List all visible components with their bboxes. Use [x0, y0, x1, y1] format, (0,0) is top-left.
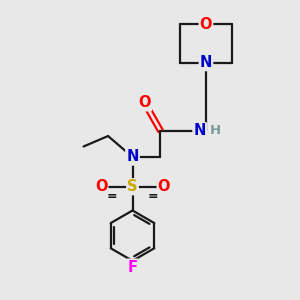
Text: S: S	[127, 179, 138, 194]
Text: O: O	[200, 16, 212, 32]
Text: =: =	[148, 190, 158, 203]
Text: N: N	[200, 55, 212, 70]
Text: =: =	[106, 190, 117, 203]
Text: F: F	[128, 260, 137, 274]
Text: N: N	[126, 149, 139, 164]
Text: O: O	[95, 179, 107, 194]
Text: O: O	[139, 95, 151, 110]
Text: O: O	[158, 179, 170, 194]
Text: N: N	[194, 123, 206, 138]
Text: H: H	[210, 124, 221, 137]
